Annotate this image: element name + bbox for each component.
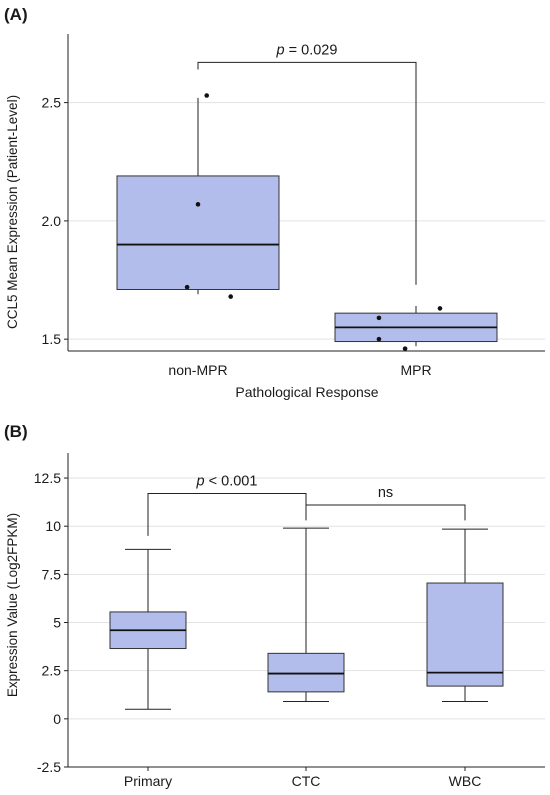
panel-a-x-axis-label: Pathological Response — [235, 384, 378, 400]
panel-b-label: (B) — [4, 422, 28, 441]
panel-a: (A) CCL5 Mean Expression (Patient-Level)… — [4, 5, 545, 400]
panel-b-y-tick-label: 2.5 — [42, 663, 62, 679]
panel-b-significance-bracket — [305, 504, 466, 521]
panel-a-box — [116, 175, 280, 290]
panel-a-y-tick-label: 1.5 — [42, 331, 62, 347]
panel-b-x-tick-label: Primary — [124, 773, 172, 789]
panel-a-significance-bracket — [197, 61, 417, 285]
panel-b-y-tick-label: 0 — [53, 711, 61, 727]
panel-a-x-tick-label: MPR — [400, 362, 431, 378]
panel-b-box — [267, 652, 345, 693]
panel-a-label: (A) — [4, 5, 28, 24]
panel-a-data-point — [376, 336, 382, 342]
panel-b-y-axis-label: Expression Value (Log2FPKM) — [5, 513, 20, 697]
panel-b-x-tick-label: CTC — [292, 773, 321, 789]
panel-b-significance-bracket — [147, 492, 307, 536]
panel-a-y-axis-label: CCL5 Mean Expression (Patient-Level) — [5, 95, 20, 329]
panel-a-data-point — [376, 315, 382, 321]
panel-a-data-point — [437, 306, 443, 311]
panel-a-data-point — [228, 294, 233, 299]
panel-a-data-point — [195, 202, 201, 207]
panel-a-y-tick-label: 2.5 — [42, 95, 62, 111]
panel-b-x-tick-label: WBC — [449, 773, 482, 789]
panel-a-data-point — [204, 93, 210, 98]
panel-a-data-point — [402, 346, 408, 351]
panel-a-x-tick-label: non-MPR — [168, 362, 227, 378]
panel-b-y-tick-label: 7.5 — [42, 566, 62, 582]
panel-a-y-tick-label: 2.0 — [42, 213, 62, 229]
panel-a-data-point — [184, 284, 190, 290]
panel-b-y-tick-label: 12.5 — [34, 470, 61, 486]
panel-b-box — [426, 582, 504, 687]
panel-b-significance-label: p < 0.001 — [196, 473, 258, 489]
panel-b-y-tick-label: -2.5 — [37, 759, 61, 775]
panel-b-y-tick-label: 5 — [53, 615, 61, 631]
panel-b: (B) Expression Value (Log2FPKM) -2.5 0 2.5… — [4, 422, 545, 789]
panel-b-significance-label: ns — [378, 485, 393, 501]
panel-b-y-tick-label: 10 — [45, 518, 61, 534]
panel-a-significance-label: p = 0.029 — [276, 42, 338, 58]
